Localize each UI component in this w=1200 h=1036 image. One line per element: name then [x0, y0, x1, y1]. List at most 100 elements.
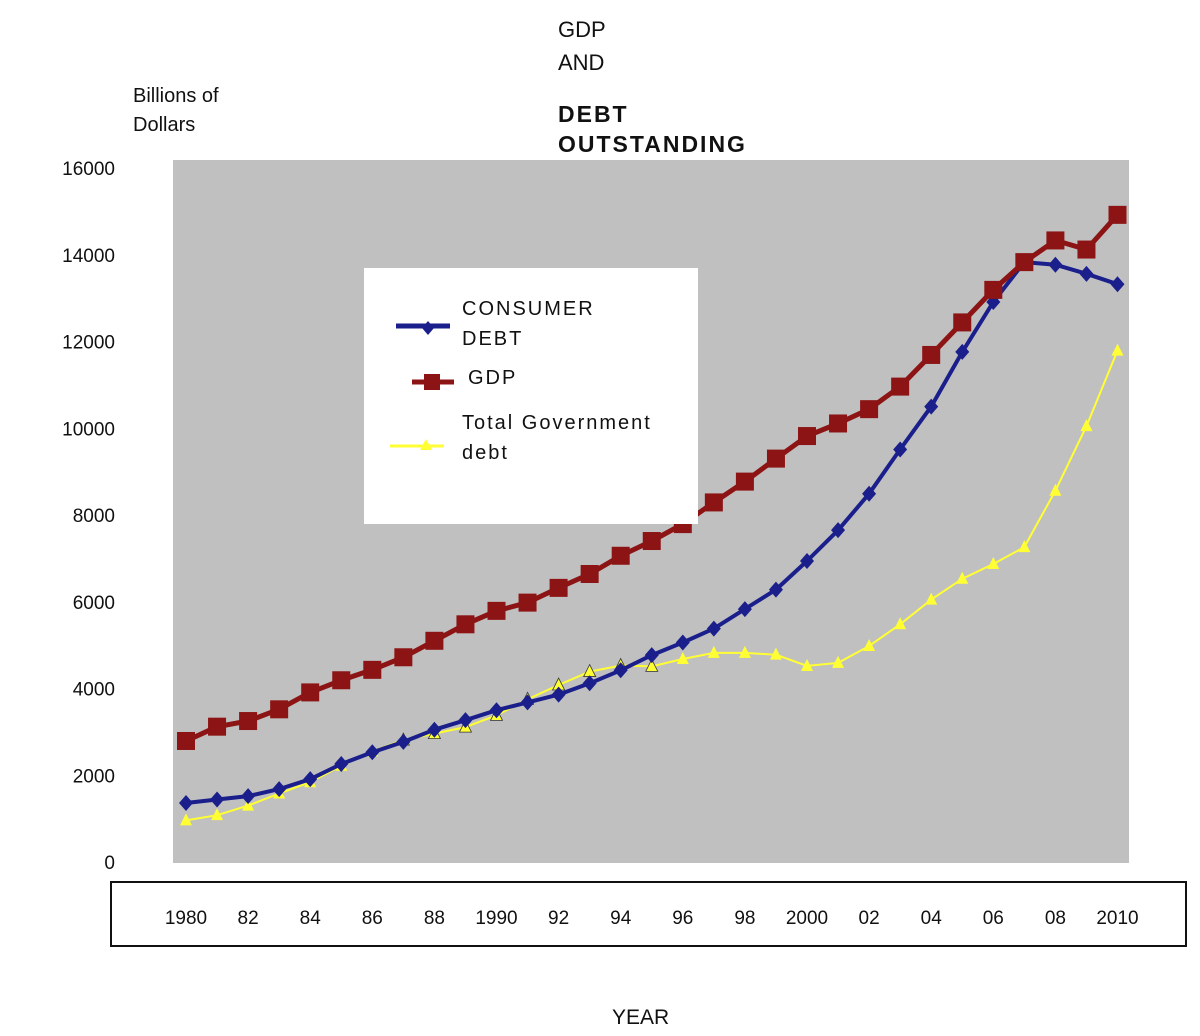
data-point-consumer-debt: [272, 781, 287, 798]
data-point-gov-debt: [1111, 343, 1124, 356]
legend-label-gdp: GDP: [468, 367, 518, 389]
data-point-gdp: [922, 345, 941, 364]
data-point-gov-debt: [863, 638, 876, 651]
x-tick-label: 2000: [786, 908, 828, 929]
data-point-gdp: [363, 660, 382, 679]
y-tick-label: 16000: [62, 159, 115, 180]
x-tick-label: 08: [1045, 908, 1066, 929]
data-point-gov-debt: [1049, 483, 1062, 496]
data-point-gdp: [953, 313, 972, 332]
data-point-consumer-debt: [334, 755, 349, 772]
data-point-gdp: [1108, 205, 1127, 224]
data-point-gdp: [829, 414, 848, 433]
data-point-consumer-debt: [831, 522, 846, 539]
data-point-consumer-debt: [800, 552, 814, 569]
data-point-gdp: [1077, 240, 1096, 259]
data-point-consumer-debt: [955, 343, 970, 360]
data-point-consumer-debt: [675, 634, 690, 651]
y-tick-label: 6000: [73, 593, 115, 614]
data-point-gov-debt: [769, 647, 782, 660]
data-point-gdp: [456, 615, 475, 634]
x-tick-label: 86: [362, 908, 383, 929]
data-point-gov-debt: [180, 813, 192, 826]
data-point-consumer-debt: [365, 744, 380, 761]
data-point-consumer-debt: [1048, 256, 1063, 273]
data-point-gov-debt: [894, 617, 907, 630]
data-point-gdp: [549, 578, 568, 597]
y-tick-label: 8000: [73, 506, 115, 527]
y-tick-label: 4000: [73, 680, 115, 701]
data-point-gov-debt: [1080, 419, 1093, 432]
data-point-gdp: [1015, 253, 1034, 272]
y-tick-label: 0: [104, 853, 115, 874]
data-point-gov-debt: [242, 798, 255, 811]
data-point-gov-debt: [956, 571, 969, 584]
data-point-consumer-debt: [737, 601, 752, 618]
x-axis-title: YEAR: [612, 1006, 670, 1029]
x-tick-label: 88: [424, 908, 445, 929]
data-point-gdp: [860, 400, 879, 419]
data-point-gdp: [394, 648, 413, 667]
data-point-consumer-debt: [1110, 276, 1125, 293]
data-point-gdp: [332, 671, 351, 690]
data-point-gdp: [704, 493, 723, 512]
data-point-gdp: [518, 593, 537, 612]
data-point-consumer-debt: [1079, 265, 1094, 282]
data-point-consumer-debt: [210, 791, 225, 808]
data-point-gdp: [580, 564, 599, 583]
data-point-gov-debt: [925, 592, 938, 605]
data-point-gdp: [301, 683, 320, 702]
y-tick-label: 2000: [73, 766, 115, 787]
data-point-gdp: [984, 280, 1003, 299]
data-point-consumer-debt: [241, 788, 256, 805]
data-point-gov-debt: [645, 658, 659, 672]
data-point-gov-debt: [832, 655, 845, 668]
x-tick-label: 02: [859, 908, 880, 929]
data-point-consumer-debt: [644, 647, 659, 664]
data-point-gdp: [766, 449, 785, 468]
y-tick-label: 10000: [62, 419, 115, 440]
data-point-gdp: [270, 700, 289, 719]
data-point-gdp: [487, 601, 506, 620]
data-point-consumer-debt: [706, 620, 721, 637]
data-point-consumer-debt: [862, 485, 877, 502]
data-point-gov-debt: [987, 557, 1000, 570]
x-tick-label: 94: [610, 908, 632, 929]
legend-label-gov-debt: Total Government debt: [462, 412, 652, 464]
x-axis-label-box: [110, 881, 1187, 947]
x-tick-label: 2010: [1096, 908, 1138, 929]
y-tick-label: 14000: [62, 246, 115, 267]
data-point-consumer-debt: [427, 721, 442, 738]
chart-title-line-2: AND: [558, 50, 605, 75]
data-point-gov-debt: [707, 645, 720, 658]
legend-gov-debt-swatch-icon: [390, 439, 444, 450]
y-tick-label: 12000: [62, 333, 115, 354]
x-tick-label: 1980: [165, 908, 207, 929]
legend-label-consumer-debt: CONSUMER DEBT: [462, 298, 595, 350]
x-tick-label: 04: [921, 908, 943, 929]
data-point-consumer-debt: [768, 581, 783, 598]
data-point-gdp: [208, 717, 227, 736]
data-point-gdp: [177, 731, 195, 750]
data-point-gdp: [735, 472, 754, 491]
data-point-gov-debt: [738, 645, 751, 658]
chart-title-line-4: OUTSTANDING: [558, 131, 747, 157]
data-point-consumer-debt: [520, 694, 535, 711]
data-point-consumer-debt: [582, 675, 597, 692]
data-point-gdp: [642, 532, 661, 551]
data-point-consumer-debt: [924, 398, 939, 415]
y-axis-title: Billions of Dollars: [133, 85, 219, 136]
data-point-consumer-debt: [396, 733, 411, 750]
x-tick-label: 06: [983, 908, 1004, 929]
data-point-consumer-debt: [489, 702, 504, 719]
x-tick-label: 82: [238, 908, 259, 929]
x-tick-label: 92: [548, 908, 569, 929]
legend-consumer-debt-swatch-icon: [396, 321, 450, 335]
data-point-consumer-debt: [893, 441, 908, 458]
chart-title-line-3: DEBT: [558, 101, 629, 127]
x-tick-label: 96: [672, 908, 693, 929]
data-point-consumer-debt: [458, 712, 473, 729]
data-point-gov-debt: [211, 808, 224, 821]
data-point-gdp: [611, 546, 630, 565]
data-point-gdp: [798, 427, 816, 446]
